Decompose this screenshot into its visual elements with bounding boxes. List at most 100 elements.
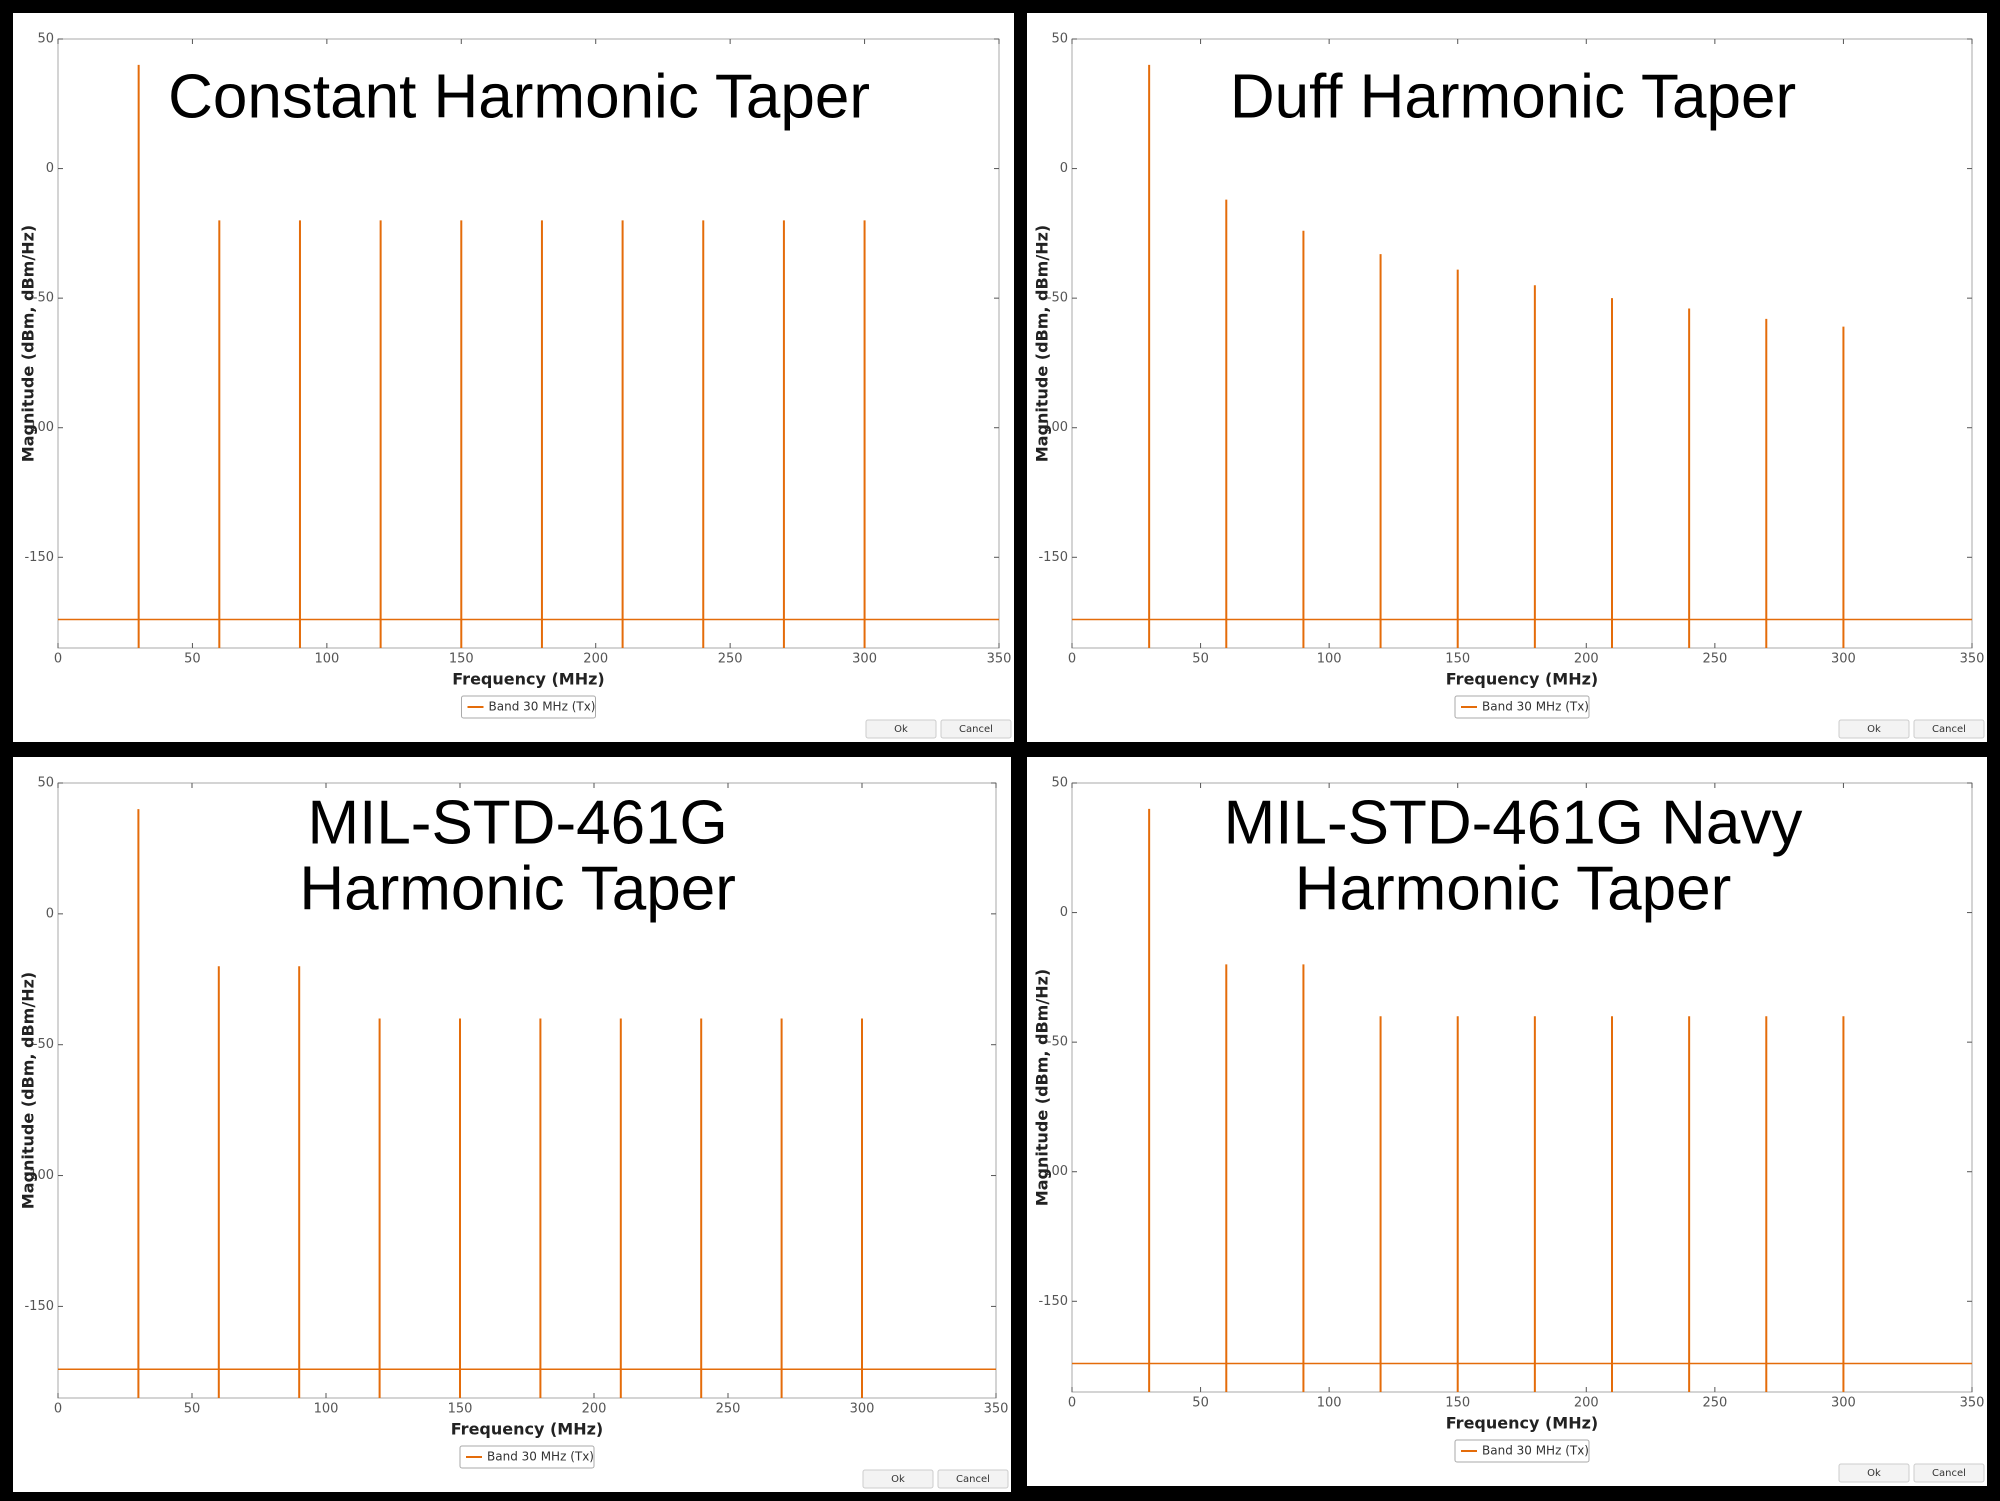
x-tick-label: 300 bbox=[850, 1402, 875, 1417]
y-tick-label: -50 bbox=[1047, 1035, 1068, 1050]
chart-window: 50 0 -50 -100 -150 0 50 100 150 200 250 300 350 Frequ… bbox=[13, 757, 1011, 1492]
plot-area bbox=[57, 38, 1000, 649]
x-tick-label: 50 bbox=[1192, 1396, 1209, 1411]
legend-box bbox=[461, 695, 596, 719]
y-axis-label: Magnitude (dBm, dBm/Hz) bbox=[1033, 225, 1052, 462]
x-tick-label: 0 bbox=[54, 1402, 62, 1417]
x-tick-label: 250 bbox=[718, 652, 743, 667]
y-tick-label: 0 bbox=[1060, 905, 1068, 920]
legend: Band 30 MHz (Tx) bbox=[1454, 695, 1590, 719]
button[interactable] bbox=[862, 1469, 934, 1489]
x-axis-label: Frequency (MHz) bbox=[1446, 670, 1598, 689]
legend-box bbox=[1454, 1439, 1590, 1463]
y-tick-label: -100 bbox=[24, 420, 54, 435]
x-tick-label: 200 bbox=[1574, 1396, 1599, 1411]
x-tick-label: 350 bbox=[1960, 1396, 1985, 1411]
button[interactable] bbox=[1913, 719, 1985, 739]
x-tick-label: 250 bbox=[716, 1402, 741, 1417]
y-tick-label: -100 bbox=[24, 1168, 54, 1183]
plot-area bbox=[57, 782, 997, 1399]
x-tick-label: 300 bbox=[1831, 652, 1856, 667]
button-label[interactable]: Ok bbox=[894, 724, 908, 735]
x-tick-label: 0 bbox=[1068, 1396, 1076, 1411]
x-tick-label: 50 bbox=[184, 1402, 201, 1417]
x-tick-label: 0 bbox=[54, 652, 62, 667]
x-tick-label: 350 bbox=[984, 1402, 1009, 1417]
x-tick-label: 150 bbox=[448, 1402, 473, 1417]
x-tick-label: 250 bbox=[1702, 652, 1727, 667]
button-label[interactable]: Ok bbox=[1867, 1468, 1881, 1479]
y-tick-label: 50 bbox=[1051, 32, 1068, 47]
y-tick-label: -100 bbox=[1038, 420, 1068, 435]
y-tick-label: 50 bbox=[1051, 776, 1068, 791]
chart-title: Harmonic Taper bbox=[299, 854, 735, 923]
button[interactable] bbox=[865, 719, 937, 739]
chart-window: 50 0 -50 -100 -150 0 50 100 150 200 250 300 350 Frequ… bbox=[1027, 13, 1987, 742]
x-tick-label: 350 bbox=[987, 652, 1012, 667]
x-tick-label: 200 bbox=[583, 652, 608, 667]
button-label[interactable]: Ok bbox=[891, 1474, 905, 1485]
chart-title: Harmonic Taper bbox=[1295, 854, 1731, 923]
y-axis-label: Magnitude (dBm, dBm/Hz) bbox=[1033, 969, 1052, 1206]
legend-label: Band 30 MHz (Tx) bbox=[487, 1450, 594, 1464]
y-tick-label: -100 bbox=[1038, 1164, 1068, 1179]
legend: Band 30 MHz (Tx) bbox=[459, 1445, 595, 1469]
x-tick-label: 100 bbox=[314, 652, 339, 667]
button[interactable] bbox=[1838, 719, 1910, 739]
button-label[interactable]: Cancel bbox=[959, 724, 993, 735]
button-label[interactable]: Cancel bbox=[956, 1474, 990, 1485]
legend: Band 30 MHz (Tx) bbox=[461, 695, 596, 719]
x-tick-label: 0 bbox=[1068, 652, 1076, 667]
chart-title: Duff Harmonic Taper bbox=[1230, 62, 1796, 131]
x-axis-label: Frequency (MHz) bbox=[451, 1420, 603, 1439]
x-axis-label: Frequency (MHz) bbox=[1446, 1414, 1598, 1433]
y-tick-label: -50 bbox=[33, 1037, 54, 1052]
y-tick-label: -150 bbox=[1038, 1294, 1068, 1309]
x-tick-label: 50 bbox=[1192, 652, 1209, 667]
chart-title: MIL-STD-461G Navy bbox=[1224, 788, 1803, 857]
button[interactable] bbox=[1838, 1463, 1910, 1483]
chart-window: 50 0 -50 -100 -150 0 50 100 150 200 250 300 350 Frequ… bbox=[13, 13, 1014, 742]
y-tick-label: 50 bbox=[37, 32, 54, 47]
y-tick-label: -150 bbox=[24, 550, 54, 565]
y-tick-label: -50 bbox=[33, 291, 54, 306]
x-tick-label: 200 bbox=[1574, 652, 1599, 667]
y-tick-label: 0 bbox=[46, 161, 54, 176]
chart-title: MIL-STD-461G bbox=[307, 788, 727, 857]
y-axis-label: Magnitude (dBm, dBm/Hz) bbox=[19, 972, 38, 1209]
x-tick-label: 100 bbox=[1317, 1396, 1342, 1411]
x-tick-label: 250 bbox=[1702, 1396, 1727, 1411]
legend-label: Band 30 MHz (Tx) bbox=[1482, 1444, 1589, 1458]
y-tick-label: -150 bbox=[1038, 550, 1068, 565]
x-tick-label: 100 bbox=[1317, 652, 1342, 667]
y-tick-label: 0 bbox=[1060, 161, 1068, 176]
button-label[interactable]: Ok bbox=[1867, 724, 1881, 735]
x-tick-label: 150 bbox=[449, 652, 474, 667]
y-tick-label: 50 bbox=[37, 776, 54, 791]
y-axis-label: Magnitude (dBm, dBm/Hz) bbox=[19, 225, 38, 462]
legend-label: Band 30 MHz (Tx) bbox=[489, 700, 596, 714]
legend-box bbox=[459, 1445, 595, 1469]
y-tick-label: -50 bbox=[1047, 291, 1068, 306]
x-tick-label: 150 bbox=[1445, 1396, 1470, 1411]
legend-box bbox=[1454, 695, 1590, 719]
y-tick-label: -150 bbox=[24, 1299, 54, 1314]
x-tick-label: 350 bbox=[1960, 652, 1985, 667]
button[interactable] bbox=[937, 1469, 1009, 1489]
x-tick-label: 50 bbox=[184, 652, 201, 667]
button-label[interactable]: Cancel bbox=[1932, 1468, 1966, 1479]
x-tick-label: 300 bbox=[1831, 1396, 1856, 1411]
x-tick-label: 150 bbox=[1445, 652, 1470, 667]
x-tick-label: 300 bbox=[852, 652, 877, 667]
button-label[interactable]: Cancel bbox=[1932, 724, 1966, 735]
plot-area bbox=[1071, 38, 1973, 649]
x-tick-label: 200 bbox=[582, 1402, 607, 1417]
button[interactable] bbox=[1913, 1463, 1985, 1483]
x-tick-label: 100 bbox=[314, 1402, 339, 1417]
chart-window: 50 0 -50 -100 -150 0 50 100 150 200 250 300 350 Frequ… bbox=[1027, 757, 1987, 1486]
chart-title: Constant Harmonic Taper bbox=[168, 62, 870, 131]
legend-label: Band 30 MHz (Tx) bbox=[1482, 700, 1589, 714]
button[interactable] bbox=[940, 719, 1012, 739]
legend: Band 30 MHz (Tx) bbox=[1454, 1439, 1590, 1463]
